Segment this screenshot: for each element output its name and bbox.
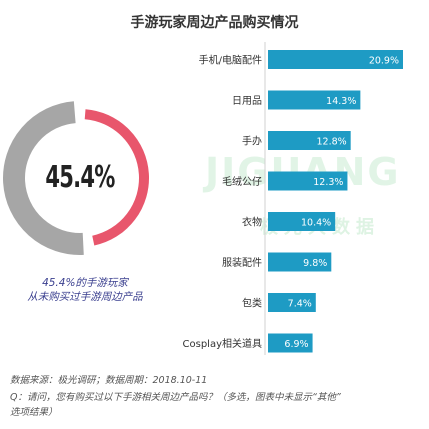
chart-title: 手游玩家周边产品购买情况 [130,15,299,31]
category-label: 日用品 [232,95,262,107]
bar [268,50,403,69]
bar-value-label: 14.3% [326,96,356,107]
bar-value-label: 7.4% [288,299,312,310]
donut-caption-line1: 45.4%的手游玩家 [42,277,128,289]
category-label: 服装配件 [222,256,262,269]
category-label: 包类 [242,297,262,310]
bar-value-label: 12.8% [316,137,346,148]
donut-rest-segment [3,101,84,255]
category-label: 手办 [242,135,262,148]
donut-percentage: 45.4% [45,160,115,195]
bar-value-label: 6.9% [284,339,308,350]
bar [268,252,332,272]
footer-question-line1: Q：请问，您有购买过以下手游相关周边产品吗？（多选，图表中未显示“其他” [10,392,341,403]
category-label: Cosplay相关道具 [183,337,262,350]
footer-source: 数据来源：极光调研；数据周期：2018.10-11 [10,375,208,386]
category-label: 手机/电脑配件 [199,54,262,67]
donut-highlight-segment [84,109,149,246]
bar [268,212,336,231]
category-label: 毛绒公仔 [222,175,262,188]
bar [268,293,316,312]
bar-value-label: 10.4% [301,218,331,229]
bar [268,171,348,191]
bar [268,90,361,110]
bar-value-label: 20.9% [369,56,399,67]
donut-caption-line2: 从未购买过手游周边产品 [27,291,143,303]
bar [268,333,313,353]
bar-value-label: 9.8% [303,258,327,269]
bar [268,131,351,150]
bar-value-label: 12.3% [313,177,343,188]
footer-question-line2: 选项结果） [10,407,58,418]
category-label: 衣物 [242,216,262,229]
